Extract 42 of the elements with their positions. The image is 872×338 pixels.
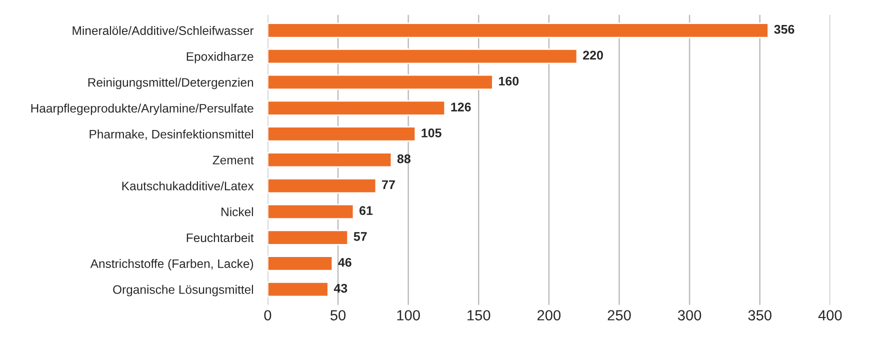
- data-label: 126: [451, 102, 471, 112]
- data-label: 88: [397, 154, 411, 164]
- data-label: 43: [334, 284, 348, 293]
- data-label: 356: [774, 24, 794, 34]
- bar: [268, 126, 416, 142]
- bar: [268, 256, 334, 272]
- y-tick-label: Nickel: [222, 207, 253, 216]
- bar: [268, 74, 494, 90]
- data-label: 77: [382, 180, 395, 189]
- x-tick-label: 250: [608, 310, 631, 320]
- x-tick-label: 350: [748, 310, 772, 320]
- y-tick-label: Pharmake, Desinfektionsmittel: [90, 130, 254, 140]
- y-tick-label: Kautschukadditive/Latex: [122, 181, 254, 190]
- bar: [268, 178, 377, 194]
- bar: [268, 204, 354, 220]
- data-label: 160: [499, 76, 519, 86]
- x-tick-label: 0: [264, 310, 272, 320]
- x-tick-label: 400: [818, 310, 842, 320]
- data-label: 61: [359, 206, 373, 216]
- data-label: 46: [338, 258, 352, 267]
- bar: [268, 100, 446, 116]
- bar: [268, 230, 349, 246]
- data-label: 57: [354, 232, 367, 241]
- y-tick-label: Reinigungsmittel/Detergenzien: [88, 78, 254, 90]
- y-tick-label: Epoxidharze: [186, 52, 254, 64]
- data-label: 220: [583, 50, 603, 60]
- x-tick-label: 100: [397, 310, 420, 320]
- data-label: 105: [422, 128, 442, 138]
- x-tick-label: 150: [468, 310, 490, 320]
- y-tick-label: Haarpflegeprodukte/Arylamine/Persulfate: [31, 104, 254, 116]
- y-tick-label: Organische Lösungsmittel: [113, 284, 254, 296]
- y-tick-label: Zement: [212, 156, 254, 164]
- x-tick-label: 50: [330, 310, 346, 320]
- x-tick-label: 300: [678, 310, 702, 320]
- bar: [268, 152, 392, 168]
- bar: [268, 282, 329, 298]
- y-tick-label: Mineralöle/Additive/Schleifwasser: [72, 26, 254, 35]
- y-tick-label: Feuchtarbeit: [186, 233, 254, 242]
- y-tick-label: Anstrichstoffe (Farben, Lacke): [90, 259, 254, 270]
- bar: [268, 22, 769, 38]
- bar: [268, 48, 578, 64]
- x-tick-label: 200: [537, 310, 561, 320]
